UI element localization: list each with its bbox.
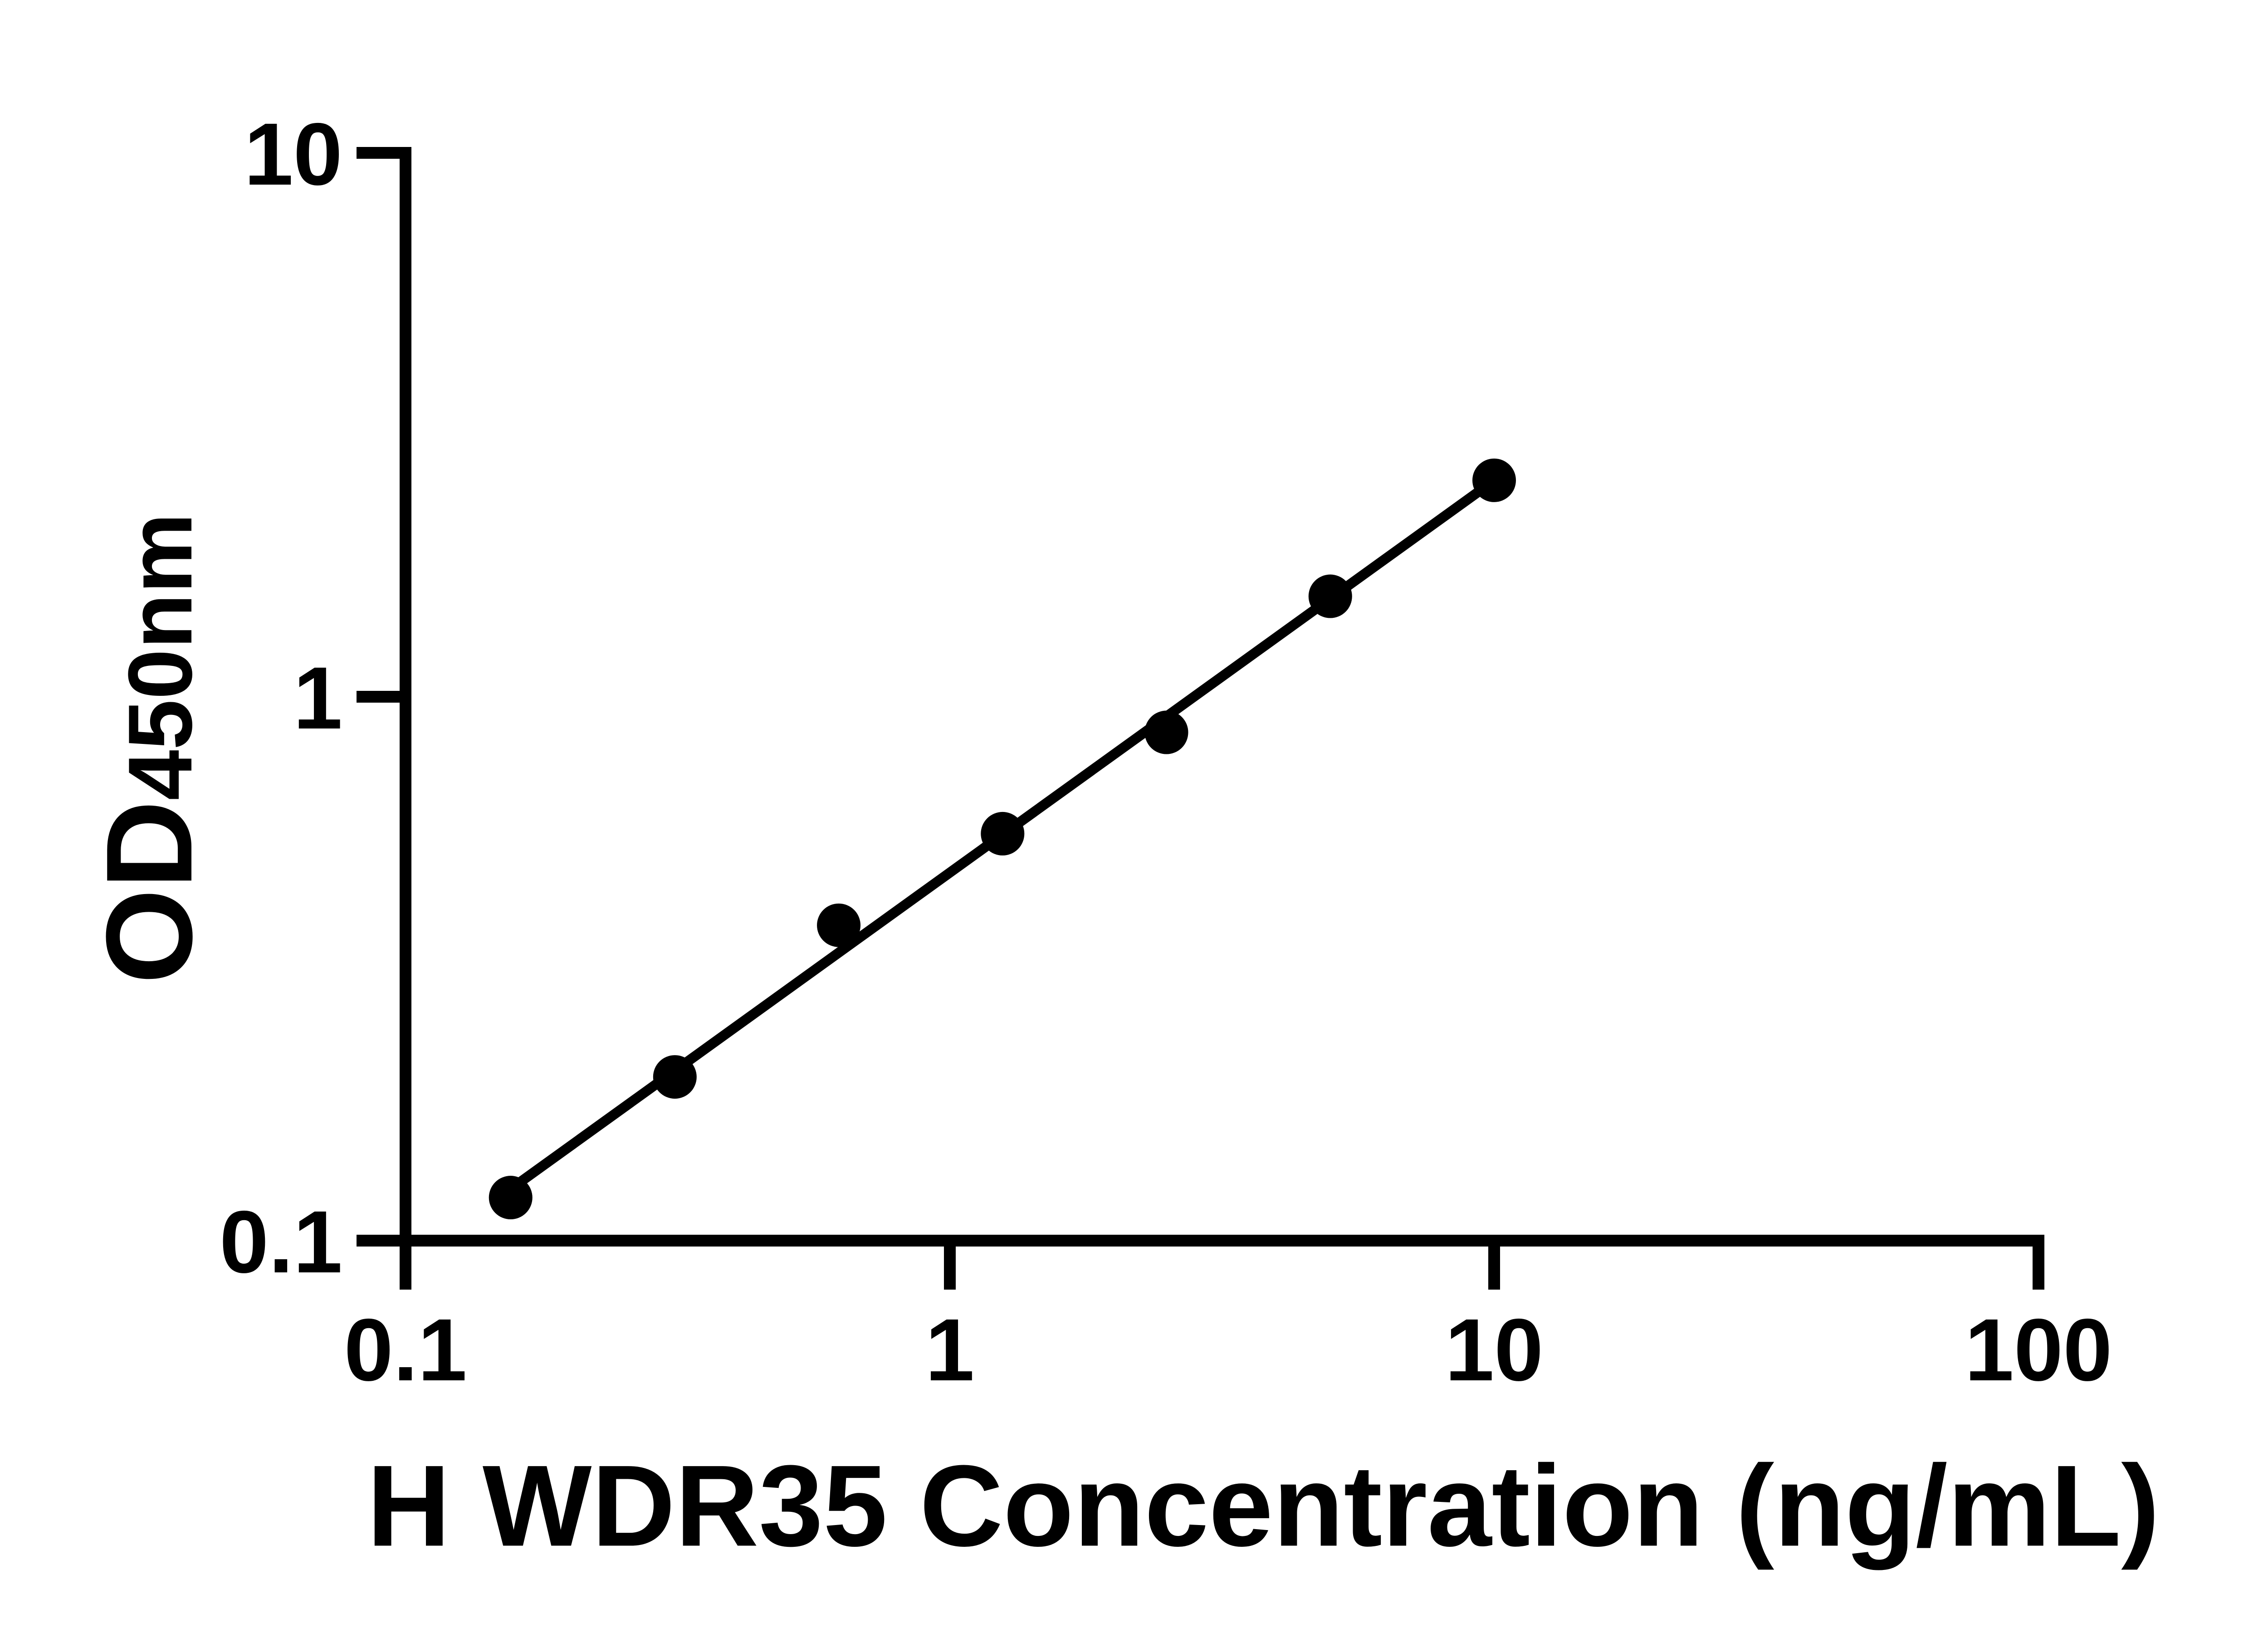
data-point: [1144, 710, 1188, 754]
x-tick-label: 0.1: [344, 1301, 467, 1399]
y-tick-label: 0.1: [220, 1193, 342, 1291]
x-tick-label: 1: [925, 1301, 974, 1399]
y-axis-title-main: OD: [81, 800, 218, 984]
data-point: [653, 1055, 697, 1099]
x-tick-label: 10: [1445, 1301, 1544, 1399]
y-tick-label: 1: [293, 649, 342, 748]
data-point: [817, 903, 861, 947]
data-point: [1472, 458, 1516, 502]
y-tick-label: 10: [244, 105, 342, 204]
y-axis-title-sub: 450nm: [110, 513, 211, 801]
data-point: [981, 812, 1025, 856]
data-point: [489, 1176, 533, 1220]
data-point: [1308, 574, 1352, 618]
x-tick-label: 100: [1965, 1301, 2112, 1399]
y-axis-title: OD450nm: [79, 513, 220, 984]
x-axis-title: H WDR35 Concentration (ng/mL): [367, 1441, 2160, 1571]
